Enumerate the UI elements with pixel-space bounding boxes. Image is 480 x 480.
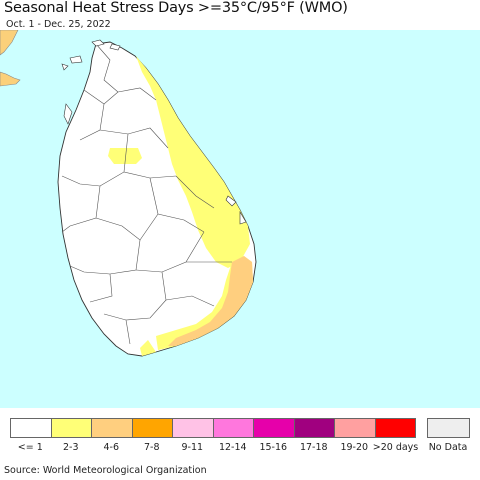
legend-label: 17-18	[299, 442, 328, 453]
legend-swatch	[10, 418, 52, 438]
legend: <= 1 2-3 4-6 7-8 9-11 12-14 15-16 17-18 19-20 >20…	[10, 418, 472, 458]
legend-label: 9-11	[181, 442, 204, 453]
legend-label: 19-20	[340, 442, 369, 453]
legend-swatch	[131, 418, 173, 438]
zone-southeast-orange	[168, 256, 253, 346]
zone-northeast-yellow	[136, 56, 250, 268]
legend-swatch	[334, 418, 376, 438]
legend-label: 2-3	[62, 442, 79, 453]
india-coast	[0, 30, 19, 56]
legend-label: 7-8	[143, 442, 160, 453]
source-credit: Source: World Meteorological Organizatio…	[4, 465, 207, 476]
legend-label: 4-6	[103, 442, 120, 453]
legend-label: >20 days	[372, 442, 419, 453]
map-title: Seasonal Heat Stress Days >=35°C/95°F (W…	[4, 0, 348, 16]
district-borders	[61, 43, 232, 345]
legend-swatch-no-data	[427, 418, 470, 438]
coast-islands	[61, 39, 247, 225]
heat-stress-map	[0, 30, 480, 408]
zone-inland-yellow	[108, 148, 142, 164]
legend-swatch	[293, 418, 335, 438]
legend-swatch	[91, 418, 133, 438]
legend-label-no-data: No Data	[428, 442, 468, 453]
date-range: Oct. 1 - Dec. 25, 2022	[6, 19, 111, 30]
legend-swatch	[253, 418, 295, 438]
india-coast-tip	[0, 71, 21, 87]
legend-swatch	[212, 418, 254, 438]
legend-label: 12-14	[218, 442, 247, 453]
legend-label: 15-16	[259, 442, 288, 453]
legend-swatch	[374, 418, 416, 438]
legend-swatch	[50, 418, 92, 438]
legend-label: <= 1	[17, 442, 43, 453]
legend-swatch	[172, 418, 214, 438]
